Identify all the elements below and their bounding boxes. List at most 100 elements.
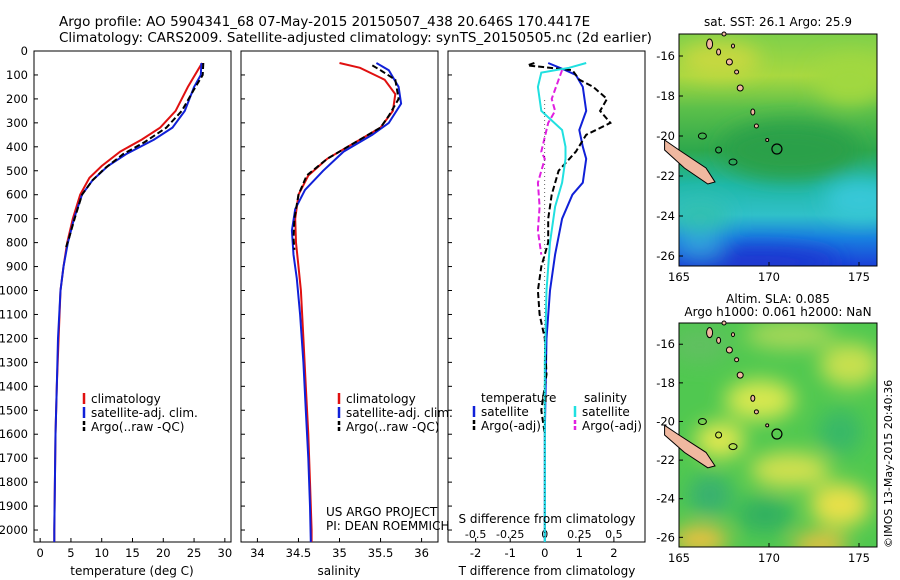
depth-tick-label: 1400 [0,379,28,393]
island-vanuatu [706,327,714,339]
island-vanuatu [706,38,714,50]
salinity-lines [290,62,403,543]
map-y-tick-label: -16 [656,337,675,351]
depth-tick-label: 500 [6,164,28,178]
map-x-tick-label: 175 [848,551,870,565]
map-y-tick-label: -24 [656,209,675,223]
credit-line-1: US ARGO PROJECT [326,505,438,519]
temperature-legend: climatology satellite-adj. clim. Argo(..… [82,392,198,434]
depth-tick-label: 1700 [0,451,28,465]
island-loyalty [697,417,707,425]
island-loyalty [697,132,707,140]
island-vanuatu [725,346,733,354]
island-vanuatu [750,394,756,402]
island-vanuatu [721,31,727,37]
island-vanuatu [736,371,744,379]
depth-tick-label: 400 [6,140,28,154]
sla-map-coastline [664,320,783,469]
credit-line-2: PI: DEAN ROEMMICH [326,519,449,533]
x-tick-label: 25 [187,546,202,560]
island-vanuatu [765,138,770,142]
x-tick-label: 5 [67,546,74,560]
salinity-xlabel: salinity [317,564,360,578]
x-tick-label: 30 [218,546,233,560]
depth-tick-label: 1200 [0,331,28,345]
x-tick-label: 20 [156,546,171,560]
island-vanuatu [725,58,733,66]
s-tick-label: -0.25 [496,528,524,541]
salinity-legend: climatology satellite-adj. clim. Argo(..… [337,392,453,434]
temperature-xlabel: temperature (deg C) [70,564,193,578]
x-tick-label: 10 [94,546,109,560]
depth-tick-label: 1100 [0,307,28,321]
sla-map-axes: 165 170 175 -16 -18 -20 -22 -24 -26 [656,337,870,565]
depth-tick-label: 1900 [0,499,28,513]
x-tick-label: 35.5 [368,546,394,560]
map-y-tick-label: -18 [656,89,675,103]
depth-tick-label: 1800 [0,475,28,489]
map-x-tick-label: 175 [848,270,870,284]
island-loyalty [715,146,723,154]
island-vanuatu [716,336,722,344]
depth-tick-label: 1300 [0,355,28,369]
salinity-x-axis: 34 34.5 35 35.5 36 [250,538,429,560]
island-vanuatu [731,332,735,338]
temperature-x-axis: 0 5 10 15 20 25 30 [36,538,232,560]
island-new-caledonia [664,424,716,469]
x-tick-label: 36 [414,546,429,560]
x-tick-label: -2 [470,546,481,560]
x-tick-label: 34.5 [286,546,312,560]
depth-tick-label: 800 [6,236,28,250]
series-line-t-argo-adj- [527,62,612,435]
map-y-tick-label: -22 [656,169,675,183]
series-line-t-satellite [543,62,588,542]
legend-t-satellite: satellite [481,405,529,419]
legend-argo: Argo(..raw -QC) [91,420,184,434]
island-new-caledonia [664,139,716,185]
temperature-lines [53,62,205,542]
island-vanuatu [734,357,740,363]
map-y-tick-label: -26 [656,530,675,544]
x-tick-label: 34 [250,546,265,560]
s-tick-label: 0.5 [605,528,623,541]
argo-position-marker [771,428,783,440]
sla-map [679,323,877,547]
argo-position-marker [771,143,783,155]
depth-tick-label: 300 [6,116,28,130]
legend-climatology: climatology [346,392,416,406]
s-tick-label: 0.25 [567,528,592,541]
depth-tick-label: 600 [6,188,28,202]
island-vanuatu [765,423,770,428]
sst-map-title: sat. SST: 26.1 Argo: 25.9 [704,15,852,29]
difference-xlabel: T difference from climatology [458,564,636,578]
depth-tick-label: 2000 [0,523,28,537]
x-tick-label: 0 [541,546,548,560]
island-vanuatu [721,320,727,326]
legend-satellite: satellite-adj. clim. [91,406,198,420]
series-line-s-argo-adj- [536,69,564,255]
map-y-tick-label: -24 [656,492,675,506]
x-tick-label: 35 [332,546,347,560]
map-x-tick-label: 170 [758,551,780,565]
depth-tick-label: 0 [21,44,28,58]
depth-axis: 0 100 200 300 400 500 600 700 800 900 1000 1100 1200… [0,44,452,537]
island-loyalty [728,443,738,451]
difference-s-xlabel: S difference from climatology [459,512,636,526]
map-y-tick-label: -22 [656,453,675,467]
depth-tick-label: 1000 [0,284,28,298]
imos-stamp: ©IMOS 13-May-2015 20:40:36 [882,380,895,548]
map-x-tick-label: 170 [758,270,780,284]
legend-temperature-title: temperature [481,391,556,405]
map-y-tick-label: -16 [656,49,675,63]
depth-tick-label: 1500 [0,403,28,417]
island-vanuatu [736,84,744,92]
map-x-tick-label: 165 [668,551,690,565]
depth-tick-label: 900 [6,260,28,274]
map-x-tick-label: 165 [668,270,690,284]
sla-map-title-1: Altim. SLA: 0.085 [726,292,830,306]
series-line-argo-raw-qc- [292,64,400,250]
sst-map-axes: 165 170 175 -16 -18 -20 -22 -24 -26 [656,49,870,284]
legend-argo: Argo(..raw -QC) [346,420,439,434]
depth-tick-label: 700 [6,212,28,226]
